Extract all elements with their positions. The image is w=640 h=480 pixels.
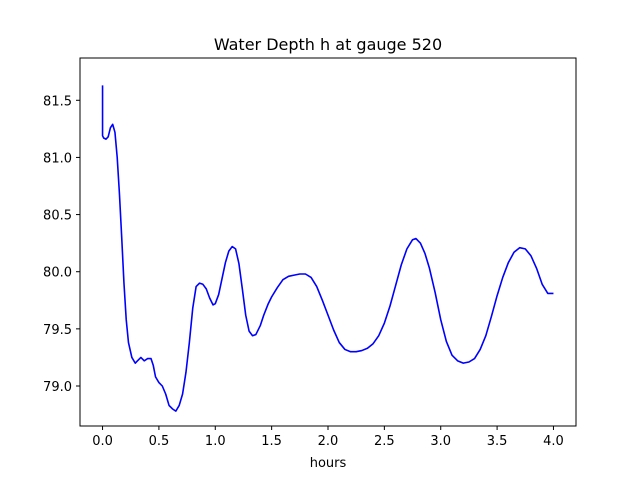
x-tick-label: 2.0 <box>318 434 339 449</box>
y-tick-label: 79.5 <box>43 323 72 338</box>
x-tick-label: 0.5 <box>149 434 170 449</box>
x-tick-label: 4.0 <box>543 434 564 449</box>
y-tick-label: 81.5 <box>43 94 72 109</box>
chart-title: Water Depth h at gauge 520 <box>214 35 442 54</box>
x-tick-label: 2.5 <box>374 434 395 449</box>
series-layer <box>101 85 554 412</box>
y-axis: 79.0 79.5 80.0 80.5 81.0 81.5 <box>43 94 80 395</box>
y-tick-label: 81.0 <box>43 151 72 166</box>
x-axis: 0.0 0.5 1.0 1.5 2.0 2.5 3.0 3.5 4.0 <box>92 426 564 449</box>
y-tick-label: 80.0 <box>43 266 72 281</box>
x-tick-label: 1.5 <box>261 434 282 449</box>
x-axis-label: hours <box>310 456 347 471</box>
x-tick-label: 3.5 <box>487 434 508 449</box>
x-tick-label: 0.0 <box>92 434 113 449</box>
y-tick-label: 80.5 <box>43 209 72 224</box>
y-tick-label: 79.0 <box>43 380 72 395</box>
x-tick-label: 1.0 <box>205 434 226 449</box>
series-line <box>101 85 554 412</box>
x-tick-label: 3.0 <box>430 434 451 449</box>
